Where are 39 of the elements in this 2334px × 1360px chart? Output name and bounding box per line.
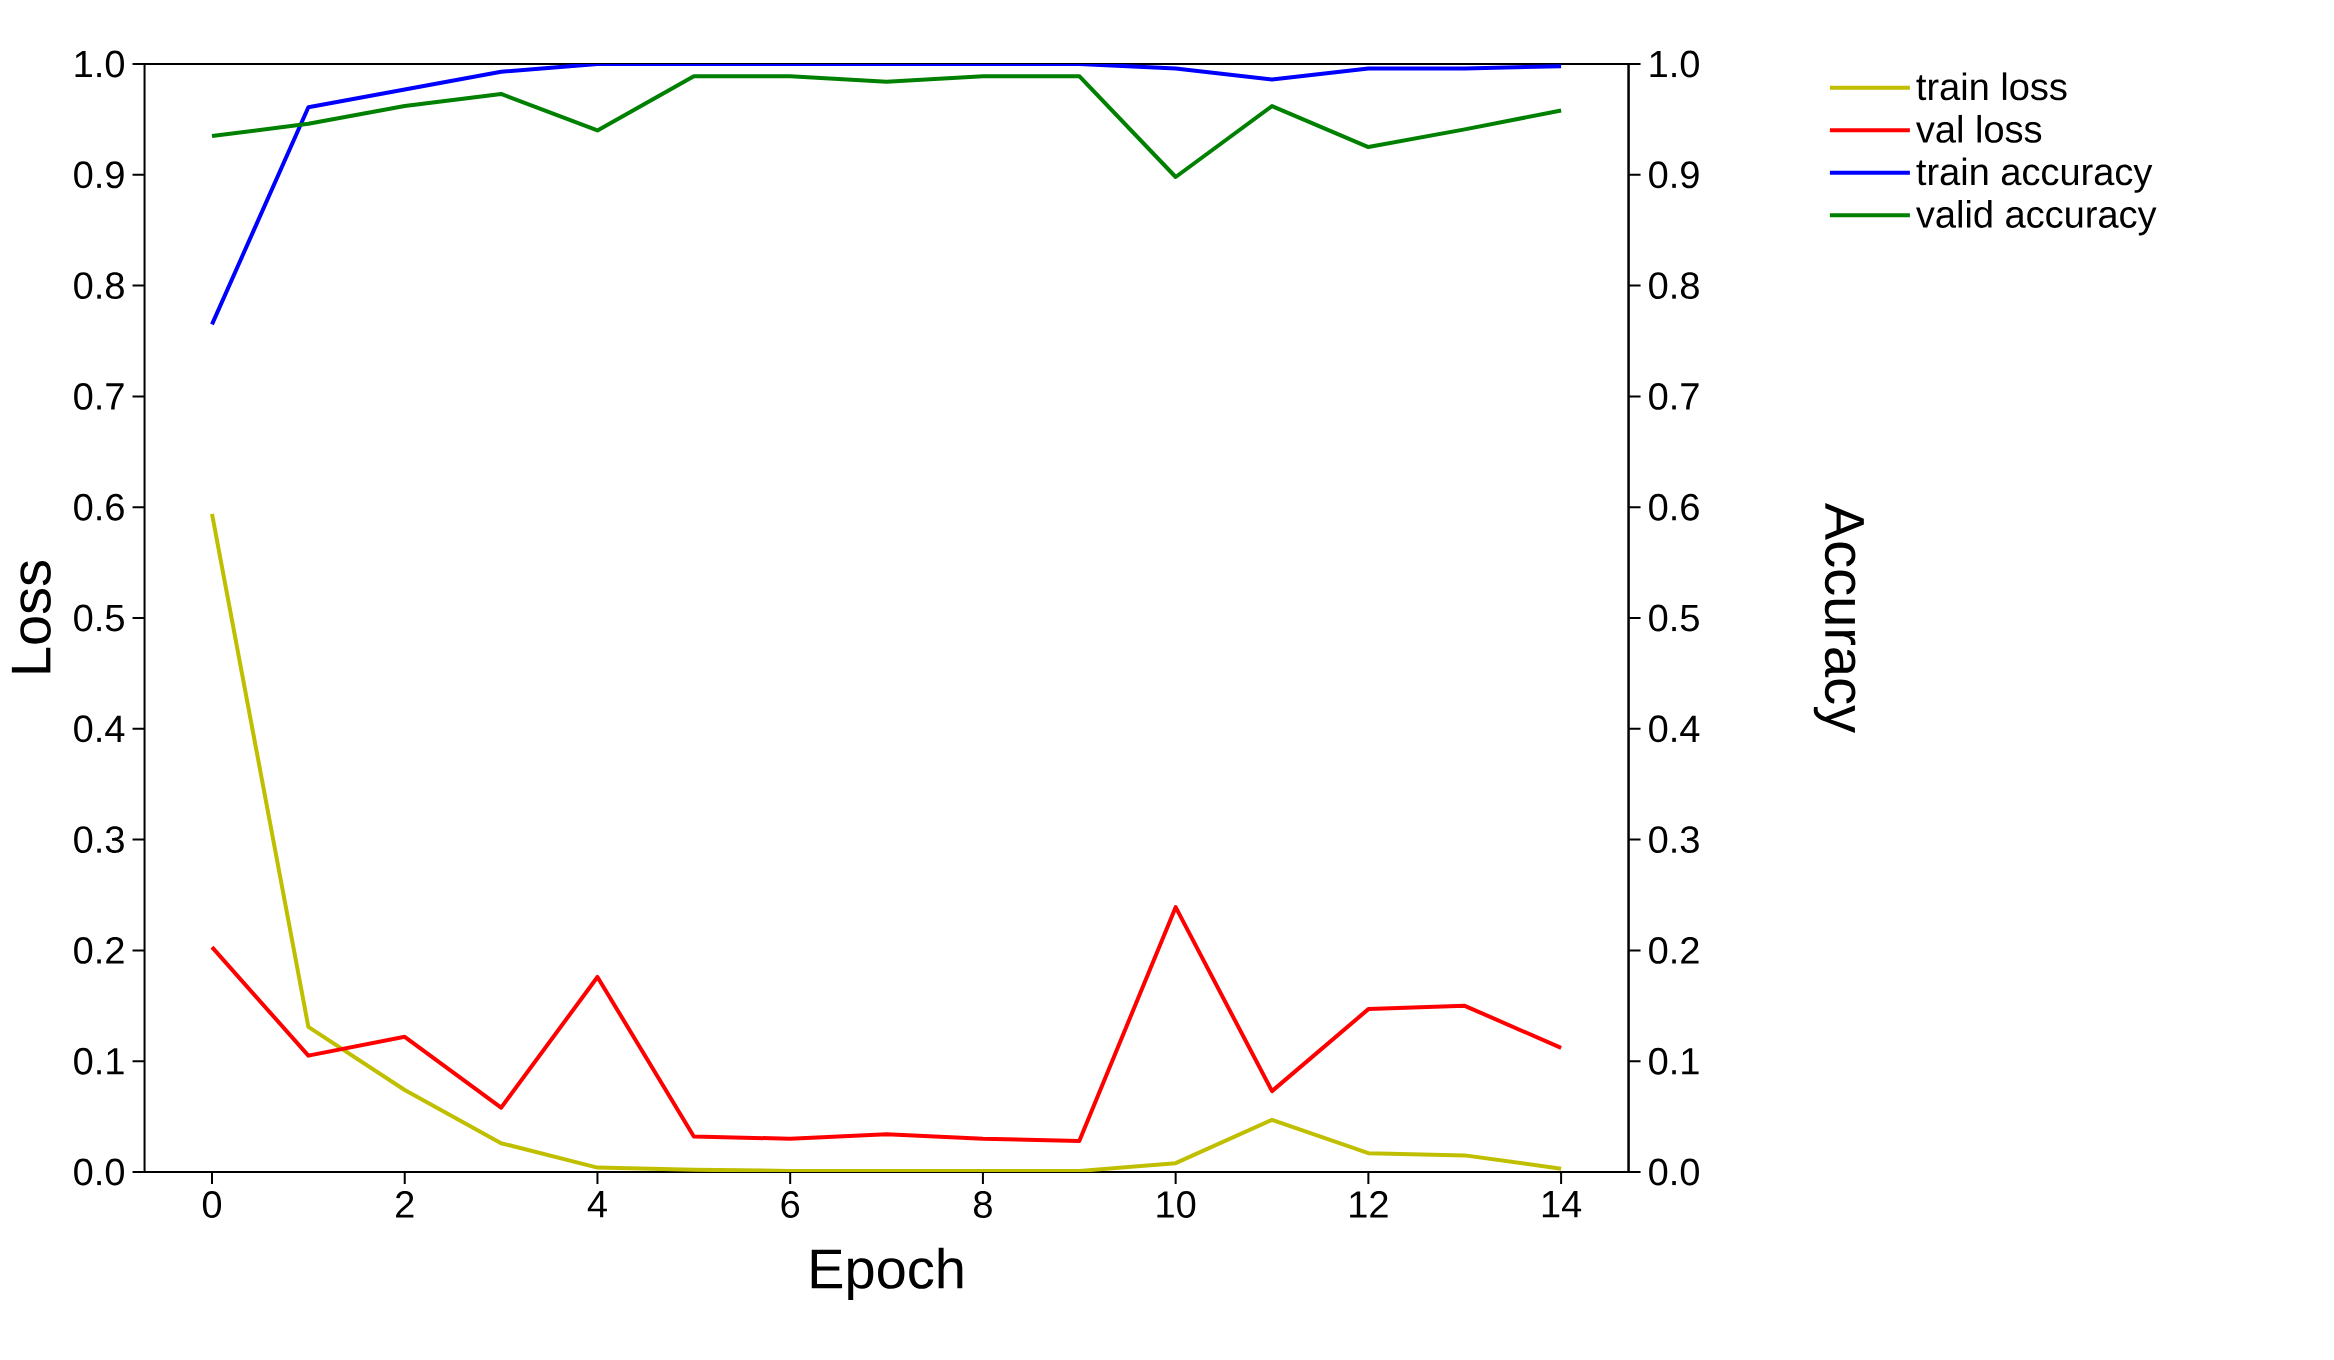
y2-tick-label: 0.9 — [1649, 161, 1699, 189]
legend-label: valid accuracy — [1916, 199, 2157, 236]
legend-label: val loss — [1916, 114, 2042, 143]
y2-tick-label: 0.7 — [1649, 382, 1699, 410]
y-tick-label: 0.8 — [74, 272, 124, 300]
x-tick-label: 4 — [587, 1191, 607, 1218]
y-tick-label: 0.1 — [74, 1047, 124, 1075]
line-series — [210, 74, 1564, 179]
x-tick-label: 10 — [1157, 1191, 1196, 1218]
y-tick-label: 0.5 — [74, 604, 124, 632]
y2-tick-label: 0.6 — [1649, 493, 1699, 521]
y-tick-label: 0.7 — [74, 382, 124, 410]
y-axis-title: Loss — [11, 560, 51, 673]
x-tick-label: 14 — [1542, 1191, 1582, 1218]
y2-tick-label: 0.2 — [1649, 936, 1699, 964]
legend-label: train accuracy — [1916, 157, 2153, 193]
y-tick-label: 0.0 — [74, 1158, 124, 1186]
y2-tick-label: 0.5 — [1649, 604, 1699, 632]
legend-label: train loss — [1916, 72, 2067, 101]
y2-tick-label: 0.4 — [1649, 715, 1700, 743]
y2-tick-label: 1.0 — [1650, 50, 1699, 78]
x-tick-label: 12 — [1350, 1191, 1388, 1218]
y2-tick-label: 0.3 — [1649, 826, 1699, 854]
x-tick-label: 8 — [974, 1191, 992, 1218]
y-tick-label: 0.3 — [74, 826, 124, 854]
line-series — [210, 905, 1564, 1143]
y-tick-label: 0.4 — [74, 715, 125, 743]
y-tick-label: 0.9 — [74, 161, 124, 189]
y2-axis-title: Accuracy — [1813, 502, 1864, 733]
x-tick-label: 6 — [781, 1191, 800, 1218]
y-tick-label: 0.6 — [74, 493, 124, 521]
x-axis-title: Epoch — [811, 1247, 963, 1300]
x-tick-label: 2 — [396, 1191, 414, 1218]
x-tick-label: 0 — [202, 1191, 222, 1218]
y2-tick-label: 0.1 — [1649, 1047, 1699, 1075]
y2-tick-label: 0.8 — [1649, 272, 1699, 300]
y-tick-label: 0.2 — [74, 936, 124, 964]
y2-tick-label: 0.0 — [1649, 1158, 1699, 1186]
y-tick-label: 1.0 — [75, 50, 124, 78]
